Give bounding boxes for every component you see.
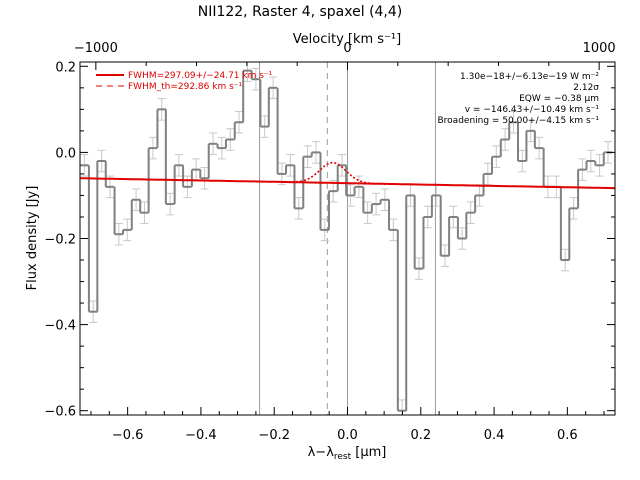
top-tick-labels: −1000 0 1000 [74,41,616,56]
y-tick-labels: −0.6 −0.4 −0.2 0.0 0.2 [44,60,76,419]
top-axis-label: Velocity [km s⁻¹] [293,32,401,47]
annotation-eqw: EQW = −0.38 μm [519,94,599,104]
y-tick-label: 0.2 [55,60,76,75]
spectrum-series [80,69,613,412]
fit-series [79,161,615,190]
y-tick-label: −0.2 [44,233,76,248]
legend: FWHM=297.09+/−24.71 km s⁻¹ FWHM_th=292.8… [96,71,273,92]
annotation-flux: 1.30e−18+/−6.13e−19 W m⁻² [460,72,599,82]
y-tick-label: 0.0 [55,146,76,161]
legend-fit-label: FWHM=297.09+/−24.71 km s⁻¹ [128,71,273,81]
x-axis-label-main: λ−λ [308,445,335,460]
top-tick-label: −1000 [74,41,118,56]
x-axis-label-unit: [μm] [351,445,386,460]
x-tick-label: −0.6 [112,428,144,443]
x-tick-label: 0.6 [557,428,578,443]
x-tick-label: −0.4 [185,428,217,443]
x-tick-label: 0.4 [484,428,505,443]
x-tick-label: 0.0 [337,428,358,443]
x-axis-label-subscript: rest [334,452,352,462]
reference-lines [259,62,436,415]
top-tick-label: 1000 [583,41,616,56]
x-tick-labels: −0.6 −0.4 −0.2 0.0 0.2 0.4 0.6 [112,428,578,443]
annotation-velocity: v = −146.43+/−10.49 km s⁻¹ [465,105,600,115]
chart-title: NII122, Raster 4, spaxel (4,4) [198,4,403,20]
y-tick-label: −0.4 [44,319,76,334]
annotation-significance: 2.12σ [573,83,599,93]
top-tick-label: 0 [343,41,351,56]
x-tick-label: −0.2 [258,428,290,443]
legend-theoretical-label: FWHM_th=292.86 km s⁻¹ [128,82,243,92]
x-axis-label: λ−λrest [μm] [308,445,387,462]
fit-baseline-line [79,177,615,190]
y-axis-label: Flux density [Jy] [25,186,40,291]
fit-gaussian-line [280,161,386,185]
fit-annotations: 1.30e−18+/−6.13e−19 W m⁻² 2.12σ EQW = −0… [438,72,600,126]
annotation-broadening: Broadening = 50.00+/−4.15 km s⁻¹ [438,116,600,126]
x-tick-label: 0.2 [410,428,431,443]
y-tick-label: −0.6 [44,405,76,420]
axis-ticks [80,62,615,415]
